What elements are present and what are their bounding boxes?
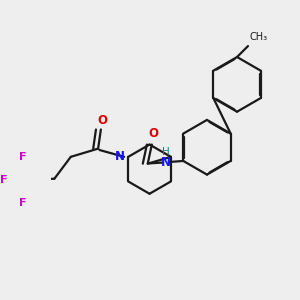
- Text: O: O: [148, 128, 158, 140]
- Text: O: O: [97, 114, 107, 127]
- Text: F: F: [19, 198, 27, 208]
- Text: F: F: [0, 175, 8, 185]
- Text: N: N: [160, 156, 170, 169]
- Text: CH₃: CH₃: [249, 32, 268, 42]
- Text: F: F: [19, 152, 27, 162]
- Text: H: H: [162, 147, 170, 158]
- Text: N: N: [115, 150, 125, 163]
